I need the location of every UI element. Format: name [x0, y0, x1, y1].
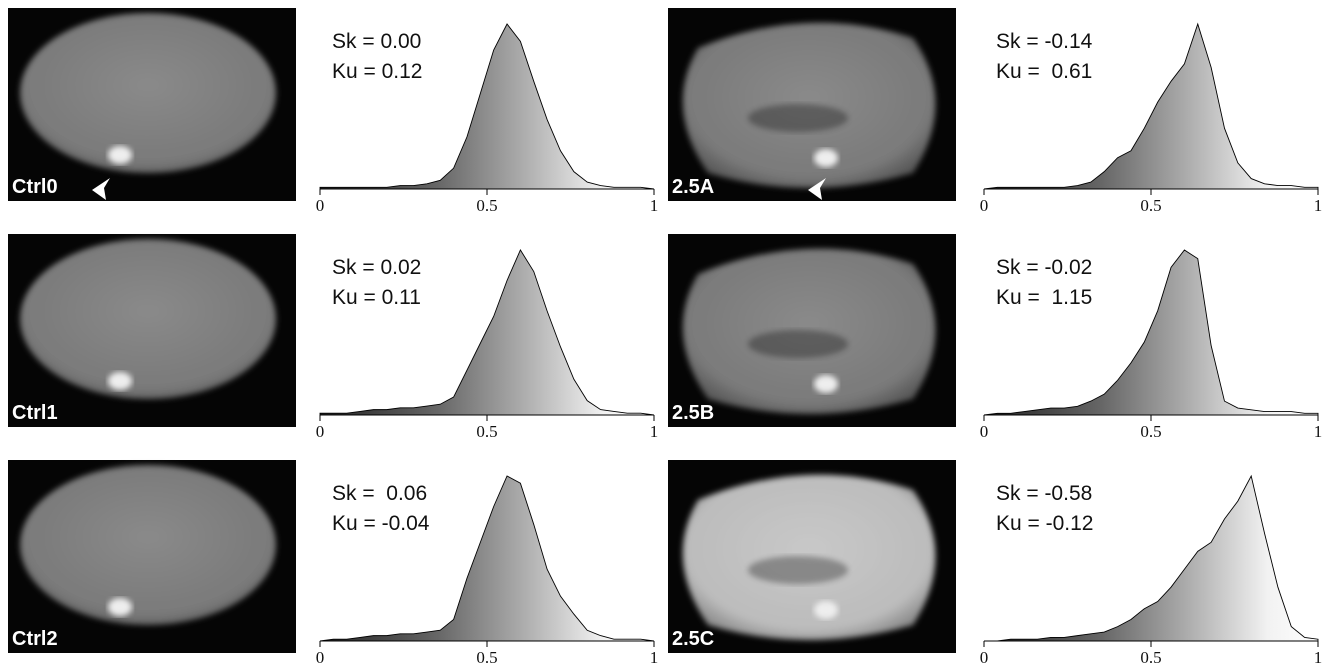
annotation: Sk = -0.58 [996, 482, 1092, 505]
x-tick-label: 0 [980, 196, 989, 215]
x-tick-label: 1 [1314, 196, 1323, 215]
x-tick-label: 0 [316, 196, 325, 215]
x-tick-label: 0 [316, 422, 325, 441]
x-tick-label: 0.5 [476, 196, 497, 215]
annotation: Sk = 0.06 [332, 482, 427, 505]
x-tick-label: 0 [980, 648, 989, 667]
annotation: Ku = -0.12 [996, 512, 1093, 535]
annotation: Ku = -0.04 [332, 512, 430, 535]
nucleus [682, 22, 936, 188]
nucleus-body [20, 465, 276, 625]
histogram [984, 474, 1319, 642]
histogram [319, 249, 655, 416]
annotation: Sk = -0.14 [996, 30, 1093, 53]
histogram [983, 22, 1319, 190]
dark-region [748, 556, 848, 584]
histogram [983, 249, 1319, 416]
panel-label: Ctrl1 [12, 402, 58, 424]
histogram [319, 23, 655, 190]
x-tick-label: 0 [980, 422, 989, 441]
panel-label: 2.5C [672, 628, 714, 650]
x-tick-label: 1 [650, 648, 659, 667]
x-tick-label: 0.5 [1140, 422, 1161, 441]
x-tick-label: 0.5 [476, 648, 497, 667]
nucleus [20, 13, 276, 173]
x-tick-label: 0.5 [1140, 648, 1161, 667]
x-tick-label: 1 [1314, 648, 1323, 667]
annotation: Ku = 0.11 [332, 286, 421, 309]
arrowhead [808, 178, 826, 200]
bright-spot [108, 598, 132, 616]
annotation: Ku = 1.15 [996, 286, 1092, 309]
nucleus [20, 239, 276, 399]
bright-spot [814, 149, 838, 167]
x-tick-label: 1 [650, 196, 659, 215]
x-tick-label: 1 [650, 422, 659, 441]
annotation: Ku = 0.12 [332, 60, 423, 83]
nucleus [682, 474, 936, 640]
bright-spot [814, 375, 838, 393]
bright-spot [108, 372, 132, 390]
dark-region [748, 330, 848, 358]
x-tick-label: 0.5 [476, 422, 497, 441]
panel-label: 2.5B [672, 402, 714, 424]
x-tick-label: 0 [316, 648, 325, 667]
x-tick-label: 1 [1314, 422, 1323, 441]
histogram [319, 475, 655, 642]
nucleus-body [20, 239, 276, 399]
nucleus [20, 465, 276, 625]
panel-label: 2.5A [672, 176, 714, 198]
panel-label: Ctrl0 [12, 176, 58, 198]
nucleus-body [20, 13, 276, 173]
nucleus [682, 248, 936, 414]
bright-spot [814, 601, 838, 619]
x-tick-label: 0.5 [1140, 196, 1161, 215]
panel-label: Ctrl2 [12, 628, 58, 650]
annotation: Sk = -0.02 [996, 256, 1092, 279]
annotation: Sk = 0.02 [332, 256, 421, 279]
bright-spot [108, 146, 132, 164]
annotation: Sk = 0.00 [332, 30, 421, 53]
annotation: Ku = 0.61 [996, 60, 1092, 83]
arrowhead [92, 178, 110, 200]
dark-region [748, 104, 848, 132]
